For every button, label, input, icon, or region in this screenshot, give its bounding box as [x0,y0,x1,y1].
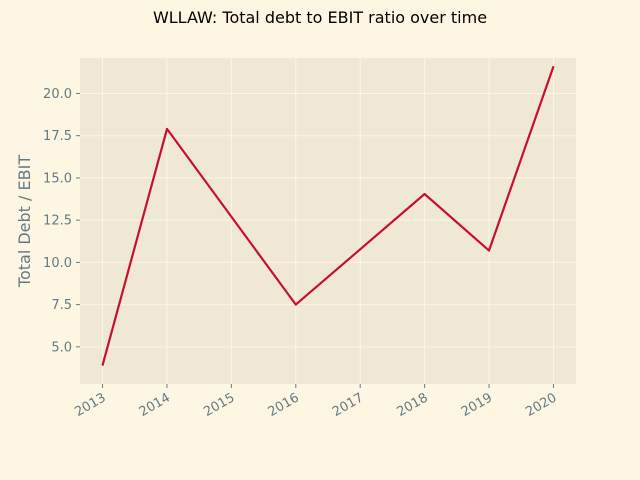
x-tick-label: 2019 [459,390,495,420]
x-tick-label: 2020 [523,390,559,420]
series-layer [101,65,555,366]
data-point [295,304,297,306]
y-tick-label: 10.0 [43,256,72,271]
x-tick-label: 2017 [330,390,366,420]
y-tick-label: 15.0 [43,171,72,186]
data-point [424,193,426,195]
data-point [102,364,104,366]
y-axis-label: Total Debt / EBIT [15,155,34,288]
y-tick-label: 7.5 [51,298,72,313]
x-tick-label: 2013 [72,390,108,420]
y-tick-label: 20.0 [43,87,72,102]
chart-title: WLLAW: Total debt to EBIT ratio over tim… [152,8,488,27]
x-tick-label: 2015 [201,390,237,420]
series-line [101,66,555,366]
x-tick-label: 2018 [394,390,430,420]
data-point [552,65,554,67]
y-tick-label: 17.5 [43,129,72,144]
data-point [488,250,490,252]
grid-layer [80,58,576,384]
data-point [166,128,168,130]
y-tick-label: 5.0 [51,340,72,355]
y-tick-label: 12.5 [43,214,72,229]
x-tick-label: 2014 [137,390,173,420]
plot-area [80,58,576,384]
x-tick-label: 2016 [266,390,302,420]
